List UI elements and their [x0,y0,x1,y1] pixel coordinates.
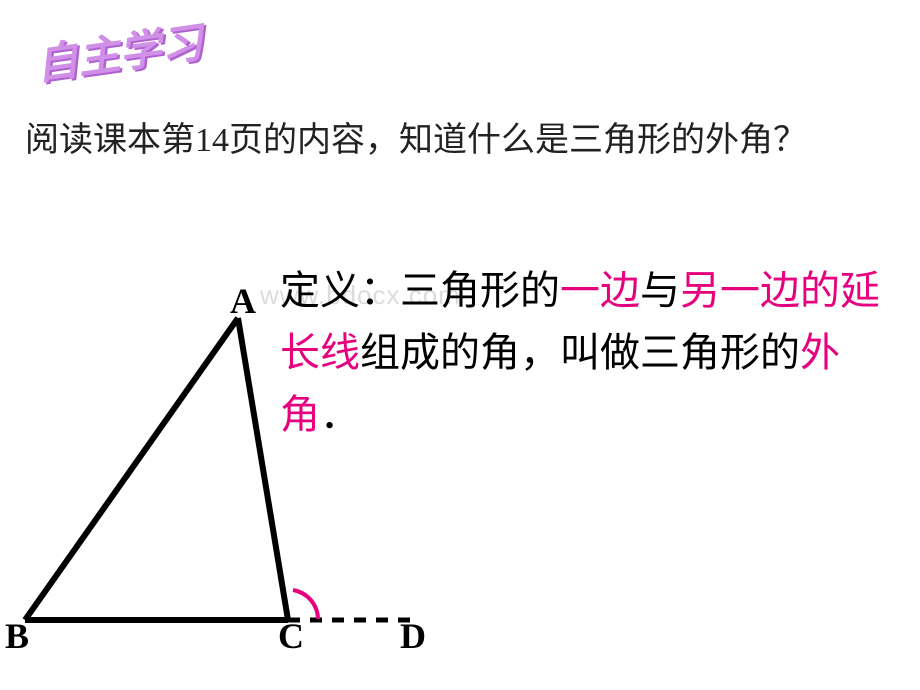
def-compose: 组成的角，叫做三角形的 [360,330,800,375]
definition-text: 定义：三角形的一边与另一边的延长线组成的角，叫做三角形的外角． [280,260,905,446]
vertex-c-label: C [278,615,304,657]
def-dot: ． [320,392,360,437]
header-decoration: 自主学习 [32,9,207,93]
question-text: 阅读课本第14页的内容，知道什么是三角形的外角？ [25,115,895,168]
side-ab [25,318,238,620]
vertex-d-label: D [400,615,426,657]
def-side: 一边 [560,268,640,313]
def-with: 与 [640,268,680,313]
vertex-a-label: A [230,280,256,322]
vertex-b-label: B [5,615,29,657]
def-prefix: 定义：三角形的 [280,268,560,313]
